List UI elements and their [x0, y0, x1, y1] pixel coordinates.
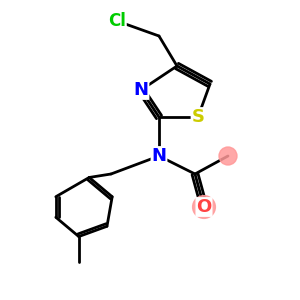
Text: N: N — [134, 81, 148, 99]
Text: O: O — [196, 198, 211, 216]
Circle shape — [193, 196, 215, 218]
Text: Cl: Cl — [108, 12, 126, 30]
Text: S: S — [191, 108, 205, 126]
Text: N: N — [152, 147, 166, 165]
Circle shape — [219, 147, 237, 165]
